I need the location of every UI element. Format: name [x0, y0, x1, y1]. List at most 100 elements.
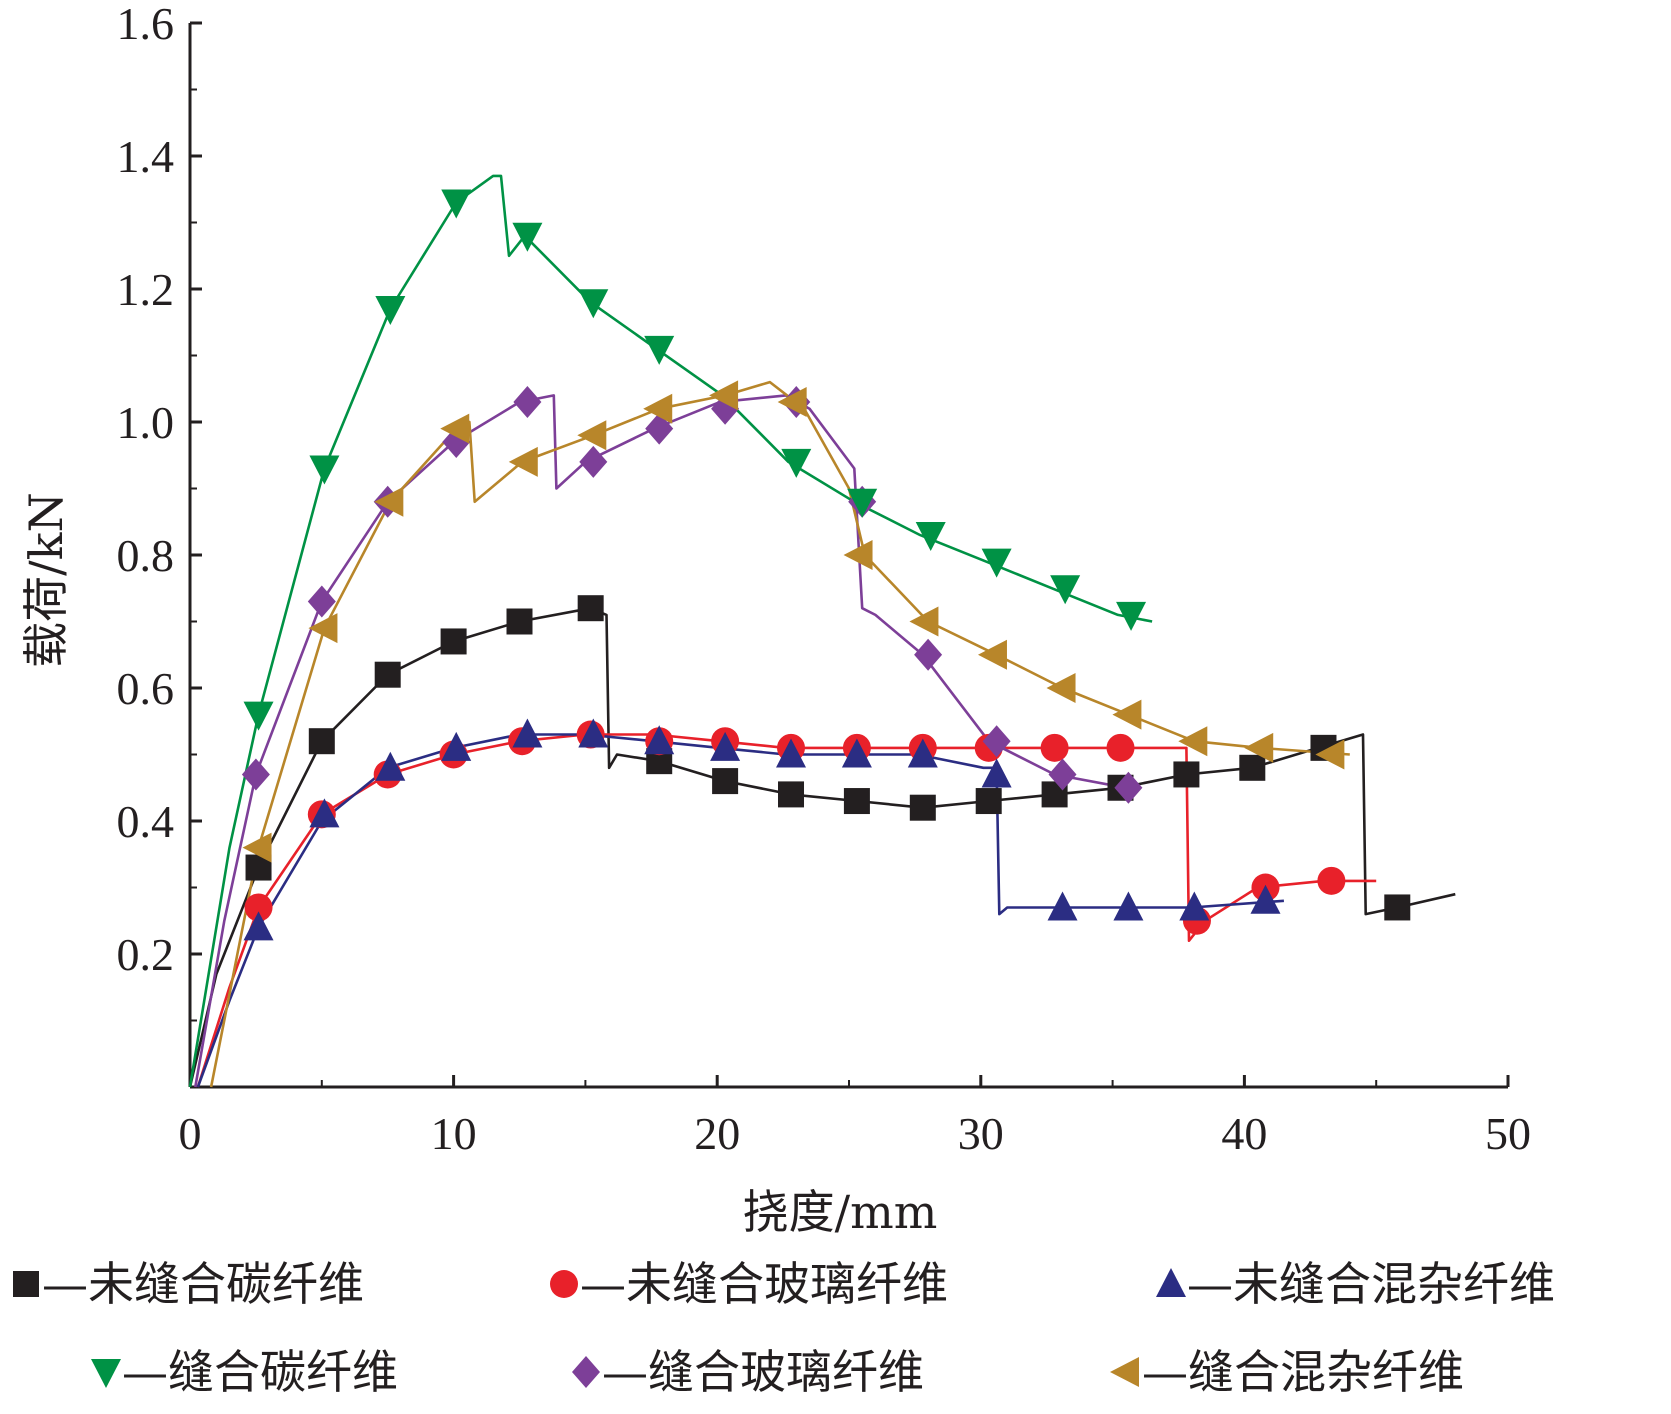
series-3-marker: [578, 289, 609, 319]
y-tick-label: 1.6: [117, 0, 175, 49]
series-4-marker: [1114, 771, 1143, 804]
series-2-marker: [644, 725, 675, 755]
x-axis-title: 挠度/mm: [743, 1185, 938, 1239]
series-5-marker: [1046, 673, 1076, 703]
legend-marker: [550, 1270, 578, 1298]
legend-item: —缝合玻璃纤维: [572, 1345, 924, 1399]
legend-label: —缝合碳纤维: [122, 1345, 398, 1399]
series-line-5: [209, 380, 1350, 1088]
series-4-marker: [579, 445, 608, 478]
legend-label: —未缝合碳纤维: [42, 1257, 364, 1311]
series-5-marker: [1244, 732, 1274, 763]
legend-marker: [572, 1356, 600, 1388]
series-5-marker: [308, 613, 338, 644]
series-5-marker: [508, 446, 538, 477]
legend-marker: [91, 1359, 121, 1388]
series-layer: [188, 174, 1456, 1088]
series-0-marker: [1239, 754, 1266, 781]
series-0-marker: [778, 781, 805, 808]
series-0-marker: [909, 794, 936, 821]
series-0-marker: [577, 595, 604, 622]
series-line-3: [188, 174, 1153, 1088]
series-4-marker: [914, 638, 943, 671]
series-5-marker: [1178, 726, 1208, 757]
series-2-marker: [1113, 891, 1144, 921]
legend-marker: [13, 1271, 39, 1297]
series-0-marker: [1173, 761, 1200, 788]
series-1-marker: [1106, 733, 1135, 762]
series-0-marker: [975, 788, 1002, 815]
series-3-marker: [847, 488, 878, 518]
legend-marker: [1110, 1357, 1139, 1387]
series-2-marker: [243, 911, 274, 941]
series-4-marker: [1048, 758, 1077, 791]
series-3-marker: [512, 222, 543, 252]
y-tick-label: 1.0: [117, 397, 175, 448]
series-5-marker: [440, 413, 470, 444]
legend-item: —未缝合玻璃纤维: [550, 1257, 948, 1311]
series-5-marker: [374, 486, 404, 517]
x-tick-label: 40: [1221, 1108, 1267, 1159]
series-3-marker: [1050, 575, 1081, 605]
series-1-marker: [1040, 733, 1069, 762]
series-2-marker: [375, 751, 406, 781]
y-axis-title: 载荷/kN: [19, 492, 73, 668]
series-5-marker: [242, 832, 272, 863]
legend-label: —缝合混杂纤维: [1142, 1345, 1464, 1399]
legend-item: —未缝合碳纤维: [13, 1257, 364, 1311]
series-0-marker: [440, 628, 467, 655]
series-5-marker: [777, 387, 807, 418]
x-tick-label: 20: [694, 1108, 740, 1159]
series-2-marker: [512, 718, 543, 748]
series-2-marker: [309, 798, 340, 828]
legend: —未缝合碳纤维 —未缝合玻璃纤维 —未缝合混杂纤维 —缝合碳纤维 —缝合玻璃纤维 —缝合混…: [13, 1257, 1555, 1399]
x-tick-label: 50: [1485, 1108, 1531, 1159]
series-0-marker: [843, 788, 870, 815]
y-tick-label: 0.4: [117, 796, 175, 847]
series-3-marker: [1116, 601, 1147, 631]
series-4-marker: [241, 758, 270, 791]
series-3-marker: [915, 522, 946, 552]
series-2-marker: [710, 731, 741, 761]
series-4-marker: [645, 412, 674, 445]
axes: 0 10 20 30 40 50 0.2 0.4 0.6 0.8 1.0 1.2 1.4 1.6: [117, 0, 1532, 1159]
y-tick-label: 0.8: [117, 530, 175, 581]
series-5-marker: [643, 393, 673, 424]
series-5-marker: [977, 639, 1007, 670]
marker-layer: [241, 189, 1411, 941]
legend-item: —缝合碳纤维: [91, 1345, 398, 1399]
x-tick-label: 10: [431, 1108, 477, 1159]
series-1-marker: [1317, 866, 1346, 895]
series-3-marker: [441, 189, 472, 219]
series-3-marker: [375, 295, 406, 325]
legend-label: —缝合玻璃纤维: [602, 1345, 924, 1399]
series-5-marker: [843, 540, 873, 570]
series-4-marker: [513, 386, 542, 419]
y-tick-label: 1.4: [117, 131, 175, 182]
series-3-marker: [309, 455, 340, 485]
series-0-marker: [308, 728, 335, 755]
series-2-marker: [776, 738, 807, 768]
series-2-marker: [907, 738, 938, 768]
series-5-marker: [909, 606, 939, 637]
series-4-marker: [307, 585, 336, 618]
series-1-marker: [244, 893, 273, 922]
x-tick-label: 30: [958, 1108, 1004, 1159]
y-tick-label: 0.6: [117, 663, 175, 714]
series-5-marker: [1315, 739, 1345, 770]
series-2-marker: [981, 758, 1012, 788]
series-2-marker: [1250, 884, 1281, 914]
series-0-marker: [506, 608, 533, 635]
x-tick-label: 0: [179, 1108, 202, 1159]
legend-label: —未缝合混杂纤维: [1187, 1257, 1555, 1311]
series-3-marker: [781, 448, 812, 478]
y-tick-label: 0.2: [117, 929, 175, 980]
legend-label: —未缝合玻璃纤维: [580, 1257, 948, 1311]
series-3-marker: [243, 701, 274, 731]
series-3-marker: [644, 335, 675, 365]
series-2-marker: [841, 738, 872, 768]
legend-item: —缝合混杂纤维: [1110, 1345, 1464, 1399]
series-4-marker: [982, 725, 1011, 758]
series-2-marker: [1047, 891, 1078, 921]
